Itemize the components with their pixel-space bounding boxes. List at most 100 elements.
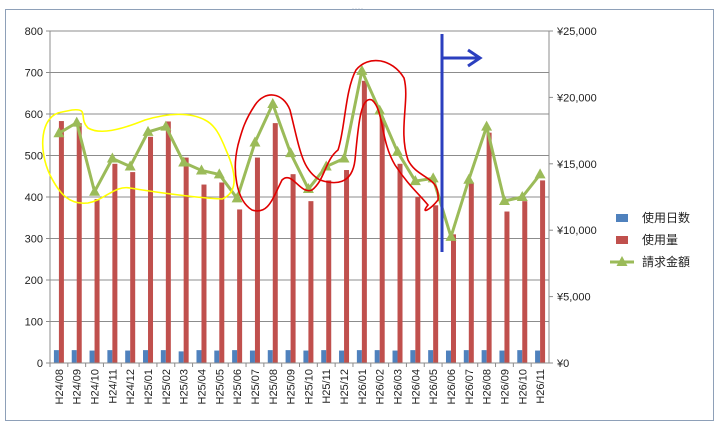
bar-days bbox=[71, 350, 77, 363]
x-tick-label: H25/11 bbox=[321, 369, 333, 404]
legend-label: 請求金額 bbox=[642, 254, 690, 269]
x-tick-label: H25/06 bbox=[232, 369, 244, 404]
bar-days bbox=[232, 350, 238, 363]
bar-days bbox=[339, 350, 345, 363]
x-tick-label: H24/08 bbox=[54, 369, 66, 404]
y-right-tick-label: ¥0 bbox=[556, 358, 569, 370]
bar-usage bbox=[201, 184, 207, 363]
bar-days bbox=[535, 350, 541, 363]
bar-usage bbox=[397, 163, 403, 363]
bar-days bbox=[445, 350, 451, 363]
bar-days bbox=[53, 350, 59, 363]
bar-days bbox=[517, 350, 523, 363]
bar-usage bbox=[308, 201, 314, 363]
x-tick-label: H26/07 bbox=[464, 369, 476, 404]
line-point-marker bbox=[178, 156, 190, 167]
x-tick-label: H26/03 bbox=[393, 369, 405, 404]
bar-usage bbox=[165, 121, 171, 363]
x-tick-label: H25/08 bbox=[268, 369, 280, 404]
x-tick-label: H26/02 bbox=[375, 369, 387, 404]
y-axis-left: 0 100 200 300 400 500 600 700 800 bbox=[25, 26, 51, 370]
y-left-tick-label: 300 bbox=[25, 234, 43, 246]
y-left-tick-label: 100 bbox=[25, 317, 43, 329]
bar-days bbox=[374, 350, 380, 363]
x-tick-label: H24/12 bbox=[125, 369, 137, 404]
bars-group bbox=[53, 80, 546, 364]
bar-usage bbox=[433, 205, 439, 363]
x-tick-label: H24/09 bbox=[72, 369, 84, 404]
line-point-marker bbox=[106, 152, 118, 163]
yellow-freehand-circle bbox=[41, 108, 235, 204]
x-tick-label: H26/06 bbox=[446, 369, 458, 404]
y-right-tick-label: ¥25,000 bbox=[556, 26, 597, 38]
bar-usage bbox=[130, 172, 136, 363]
x-tick-label: H25/01 bbox=[143, 369, 155, 404]
line-point-marker bbox=[463, 173, 475, 184]
line-point-marker bbox=[195, 164, 207, 175]
line-point-marker bbox=[124, 160, 136, 171]
bar-days bbox=[463, 350, 469, 363]
x-tick-label: H25/03 bbox=[179, 369, 191, 404]
y-right-tick-label: ¥10,000 bbox=[556, 225, 597, 237]
bar-usage bbox=[468, 182, 474, 363]
y-left-tick-label: 0 bbox=[37, 358, 43, 370]
bar-usage bbox=[290, 174, 296, 363]
x-axis: H24/08 H24/09 H24/10 H24/11 H24/12 H25/01 H25/… bbox=[49, 362, 549, 404]
x-tick-label: H26/11 bbox=[535, 369, 547, 404]
line-point-marker bbox=[249, 136, 261, 147]
bar-days bbox=[285, 350, 291, 363]
bar-usage bbox=[415, 197, 421, 363]
line-point-marker bbox=[231, 192, 243, 203]
bar-days bbox=[499, 350, 505, 363]
line-point-marker bbox=[356, 64, 368, 75]
bar-usage bbox=[344, 170, 350, 363]
bar-days bbox=[321, 350, 327, 363]
bar-days bbox=[303, 350, 309, 363]
line-point-marker bbox=[481, 120, 493, 131]
line-point-marker bbox=[213, 168, 225, 179]
line-point-marker bbox=[285, 147, 297, 158]
bar-days bbox=[267, 350, 273, 363]
line-point-marker bbox=[427, 172, 439, 183]
line-point-marker bbox=[338, 152, 350, 163]
bar-usage bbox=[94, 199, 100, 363]
line-point-marker bbox=[53, 127, 65, 138]
bar-usage bbox=[326, 180, 332, 363]
x-tick-label: H26/01 bbox=[357, 369, 369, 404]
bar-days bbox=[125, 350, 131, 363]
x-tick-label: H25/07 bbox=[250, 369, 262, 404]
x-tick-label: H24/11 bbox=[107, 369, 119, 404]
bar-usage bbox=[76, 123, 82, 363]
line-point-marker bbox=[516, 191, 528, 201]
y-left-tick-label: 400 bbox=[25, 192, 43, 204]
bar-days bbox=[481, 350, 487, 363]
line-point-marker bbox=[267, 98, 279, 109]
bar-usage bbox=[361, 80, 367, 364]
bar-days bbox=[392, 350, 398, 363]
bar-usage bbox=[522, 201, 528, 363]
x-tick-label: H26/04 bbox=[410, 369, 422, 404]
bar-days bbox=[107, 350, 113, 363]
bar-usage bbox=[486, 132, 492, 363]
x-tick-label: H25/12 bbox=[339, 369, 351, 404]
x-tick-label: H26/08 bbox=[482, 369, 494, 404]
bar-usage bbox=[540, 180, 546, 363]
x-tick-label: H24/10 bbox=[90, 369, 102, 404]
x-tick-label: H26/09 bbox=[499, 369, 511, 404]
bar-days bbox=[428, 350, 434, 363]
annotations-group bbox=[41, 34, 483, 252]
line-point-marker bbox=[160, 120, 172, 131]
bar-days bbox=[178, 351, 184, 363]
bar-days bbox=[356, 350, 362, 363]
bar-days bbox=[214, 350, 220, 363]
legend-label: 使用日数 bbox=[642, 210, 690, 225]
y-left-tick-label: 800 bbox=[25, 26, 43, 38]
line-point-marker bbox=[498, 194, 510, 205]
y-right-tick-label: ¥20,000 bbox=[556, 92, 597, 104]
line-point-marker bbox=[445, 230, 457, 241]
bar-usage bbox=[379, 118, 385, 364]
bar-usage bbox=[148, 136, 154, 363]
bar-usage bbox=[58, 121, 64, 364]
